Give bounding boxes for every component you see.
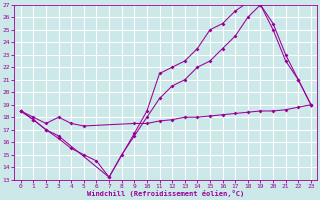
X-axis label: Windchill (Refroidissement éolien,°C): Windchill (Refroidissement éolien,°C)	[87, 190, 244, 197]
